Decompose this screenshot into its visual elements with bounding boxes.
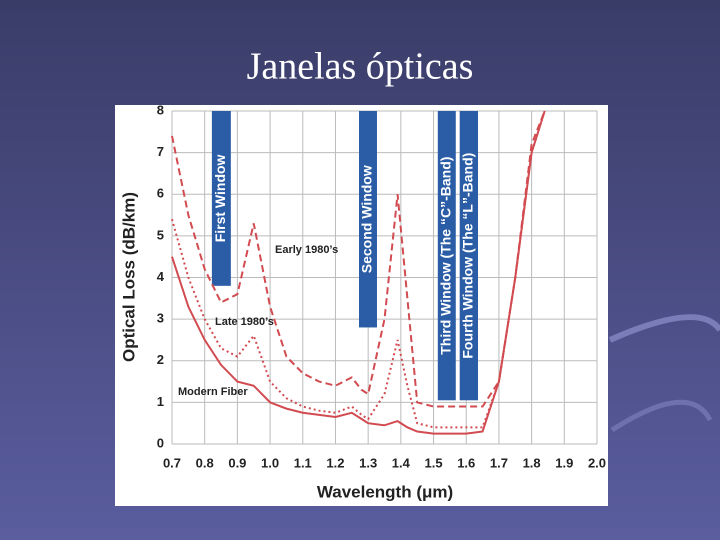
- decoration: [608, 314, 720, 343]
- x-tick-label: 1.1: [294, 455, 312, 470]
- x-tick-label: 1.2: [326, 455, 344, 470]
- x-axis-label: Wavelength (μm): [317, 482, 453, 501]
- x-tick-label: 1.6: [457, 455, 475, 470]
- x-tick-label: 1.4: [392, 455, 411, 470]
- y-tick-label: 3: [157, 311, 164, 326]
- window-band: [359, 111, 377, 328]
- x-tick-label: 0.9: [228, 455, 246, 470]
- y-tick-label: 4: [157, 269, 165, 284]
- window-label: Fourth Window (The “L”-Band): [460, 153, 476, 359]
- x-tick-label: 1.7: [490, 455, 508, 470]
- y-tick-label: 5: [157, 227, 164, 242]
- window-label: Second Window: [359, 165, 375, 273]
- x-tick-label: 0.8: [196, 455, 214, 470]
- x-tick-label: 1.9: [555, 455, 573, 470]
- x-tick-label: 1.0: [261, 455, 279, 470]
- series-line: [171, 110, 546, 435]
- decoration: [610, 399, 713, 433]
- series-label: Modern Fiber: [178, 386, 248, 398]
- y-tick-label: 2: [157, 352, 164, 367]
- series-line: [171, 110, 546, 429]
- y-tick-label: 8: [157, 102, 164, 117]
- plot: 0 1 2 3 4 5 6 7 8 0.7 0.8 0.9 1.0 1.1 1.2 1.3 1.4 1.5 1.6 1…: [157, 102, 606, 470]
- y-tick-label: 0: [157, 435, 164, 450]
- x-tick-label: 1.3: [359, 455, 377, 470]
- series-label: Early 1980’s: [275, 244, 338, 256]
- y-axis-label: Optical Loss (dB/km): [119, 192, 138, 362]
- x-tick-label: 1.5: [424, 455, 442, 470]
- x-tick-label: 1.8: [523, 455, 541, 470]
- x-tick-label: 2.0: [588, 455, 606, 470]
- series-label: Late 1980’s: [215, 316, 274, 328]
- y-tick-label: 6: [157, 186, 164, 201]
- y-tick-label: 1: [157, 394, 164, 409]
- window-band: [459, 111, 478, 401]
- window-label: First Window: [212, 154, 228, 242]
- y-tick-label: 7: [157, 144, 164, 159]
- series-line: [171, 110, 546, 408]
- window-band: [437, 111, 456, 401]
- window-label: Third Window (The “C”-Band): [437, 157, 453, 355]
- window-band: [211, 111, 231, 286]
- x-tick-label: 0.7: [163, 455, 181, 470]
- slide-title: Janelas ópticas: [247, 46, 474, 88]
